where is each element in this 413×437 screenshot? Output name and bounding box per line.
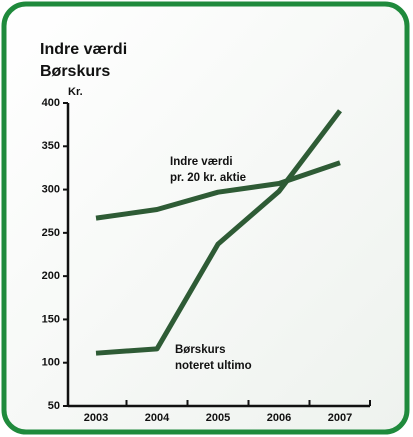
annotation: Børskurs: [175, 344, 226, 356]
x-tick-label: 2003: [84, 412, 108, 424]
y-tick-label: 250: [42, 227, 60, 239]
series-line: [95, 109, 342, 356]
y-tick-label: 400: [42, 97, 60, 109]
y-tick-label: 350: [42, 140, 60, 152]
x-tick-label: 2005: [206, 412, 230, 424]
x-tick-label: 2004: [145, 412, 170, 424]
annotation: Indre værdi: [170, 156, 233, 168]
y-tick-label: 300: [42, 183, 60, 195]
series-line: [95, 160, 341, 221]
x-tick-label: 2007: [328, 412, 352, 424]
annotation: pr. 20 kr. aktie: [170, 172, 246, 184]
annotation: noteret ultimo: [175, 360, 252, 372]
y-tick-label: 150: [42, 313, 60, 325]
chart-title: Indre værdi: [40, 41, 127, 58]
y-axis-label: Kr.: [68, 86, 83, 98]
y-tick-label: 200: [42, 270, 60, 282]
y-tick-label: 50: [48, 400, 60, 412]
chart-title: Børskurs: [40, 63, 110, 80]
y-tick-label: 100: [42, 357, 60, 369]
x-tick-label: 2006: [267, 412, 291, 424]
